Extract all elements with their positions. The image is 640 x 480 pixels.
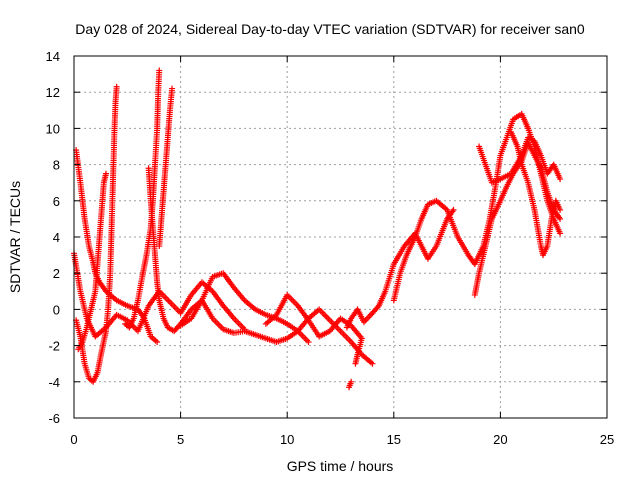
series-sat-h — [177, 297, 376, 367]
data-point — [348, 378, 355, 385]
data-point — [113, 83, 120, 90]
series-sat-g — [156, 85, 176, 250]
data-point — [557, 230, 564, 237]
y-tick-label: 6 — [53, 194, 60, 209]
grid-lines — [74, 56, 607, 418]
y-tick-label: 14 — [46, 49, 60, 64]
series-sat-b — [73, 147, 161, 345]
data-point — [169, 85, 176, 92]
x-tick-label: 5 — [177, 432, 184, 447]
data-series — [71, 67, 564, 391]
data-point — [156, 67, 163, 74]
y-tick-label: -4 — [48, 375, 60, 390]
y-axis-ticks: -6 -4 -2 0 2 4 6 8 10 12 14 — [46, 49, 607, 426]
data-point — [305, 338, 312, 345]
y-tick-label: 8 — [53, 158, 60, 173]
series-sat-n — [476, 134, 564, 186]
series-sat-f — [145, 165, 312, 345]
x-axis-ticks: 0 5 10 15 20 25 — [70, 56, 614, 447]
data-point — [557, 206, 564, 213]
data-point — [450, 206, 457, 213]
y-tick-label: 2 — [53, 266, 60, 281]
data-point — [154, 338, 161, 345]
data-point — [557, 215, 564, 222]
series-sat-e — [122, 67, 163, 331]
chart-title: Day 028 of 2024, Sidereal Day-to-day VTE… — [75, 21, 585, 37]
x-tick-label: 10 — [280, 432, 294, 447]
y-tick-label: 0 — [53, 302, 60, 317]
data-point — [352, 360, 359, 367]
y-tick-label: -2 — [48, 339, 60, 354]
x-axis-label: GPS time / hours — [287, 458, 394, 474]
x-tick-label: 0 — [70, 432, 77, 447]
y-tick-label: 4 — [53, 230, 60, 245]
series-sat-o — [508, 129, 564, 259]
series-sat-d — [75, 170, 109, 353]
series-sat-l — [390, 110, 564, 304]
data-point — [557, 176, 564, 183]
series-sat-i — [262, 291, 365, 367]
x-tick-label: 20 — [493, 432, 507, 447]
y-axis-label: SDTVAR / TECUs — [7, 181, 23, 293]
y-tick-label: 10 — [46, 121, 60, 136]
x-tick-label: 15 — [387, 432, 401, 447]
y-tick-label: -6 — [48, 411, 60, 426]
series-sat-k — [343, 206, 457, 331]
data-point — [102, 170, 109, 177]
series-sat-c — [73, 83, 120, 385]
y-tick-label: 12 — [46, 85, 60, 100]
series-sat-j — [346, 378, 355, 391]
x-tick-label: 25 — [600, 432, 614, 447]
series-sat-a — [71, 250, 248, 340]
data-point — [369, 360, 376, 367]
